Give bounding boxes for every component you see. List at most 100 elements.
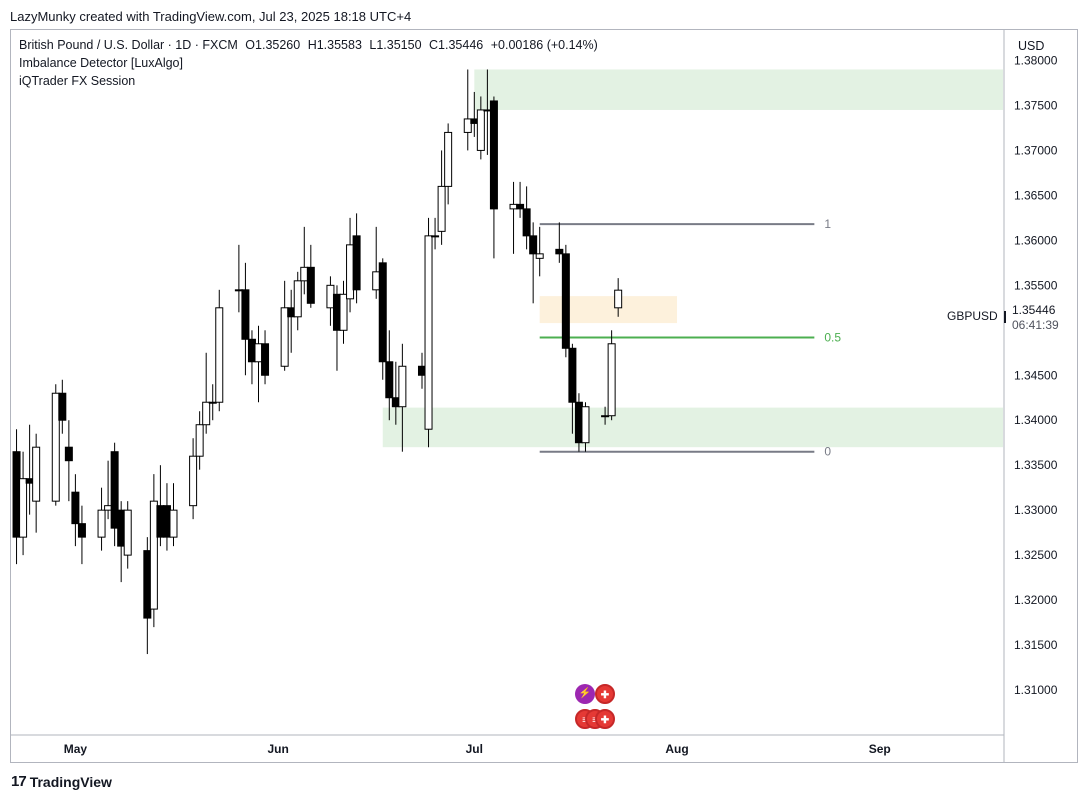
candle[interactable] xyxy=(463,69,472,151)
candle[interactable] xyxy=(58,379,67,434)
candle[interactable] xyxy=(385,330,394,421)
candle[interactable] xyxy=(189,438,198,520)
indicator-imbalance-detector[interactable]: Imbalance Detector [LuxAlgo] xyxy=(19,56,183,70)
candle[interactable] xyxy=(516,181,525,218)
candle-body xyxy=(51,392,60,502)
order_block-zone[interactable] xyxy=(539,296,678,324)
candle[interactable] xyxy=(169,483,178,547)
candle[interactable] xyxy=(202,352,211,434)
candle-body xyxy=(522,208,531,237)
candle-body xyxy=(162,505,171,538)
candle[interactable] xyxy=(208,384,217,421)
candle-body xyxy=(117,509,126,547)
candle[interactable] xyxy=(123,501,132,569)
candle[interactable] xyxy=(372,226,381,299)
candle[interactable] xyxy=(535,226,544,277)
candle[interactable] xyxy=(143,537,152,655)
candle[interactable] xyxy=(509,181,518,254)
candle[interactable] xyxy=(431,217,440,250)
candle-body xyxy=(71,491,80,525)
candle-body xyxy=(104,505,113,511)
candle[interactable] xyxy=(489,96,498,259)
candle[interactable] xyxy=(287,289,296,353)
candle[interactable] xyxy=(568,343,577,434)
candle[interactable] xyxy=(614,278,623,317)
candle[interactable] xyxy=(104,460,113,520)
candle-body xyxy=(607,343,616,417)
candle[interactable] xyxy=(117,501,126,583)
candle[interactable] xyxy=(398,343,407,452)
candle[interactable] xyxy=(561,244,570,358)
tradingview-brand[interactable]: 17 TradingView xyxy=(11,773,112,790)
candle[interactable] xyxy=(25,424,34,515)
candle[interactable] xyxy=(12,429,21,565)
bar-countdown: 06:41:39 xyxy=(1012,318,1059,332)
candle[interactable] xyxy=(241,262,250,376)
candle-body xyxy=(463,118,472,133)
candle[interactable] xyxy=(156,465,165,547)
candle[interactable] xyxy=(19,451,28,556)
candle-body xyxy=(516,203,525,210)
lightning-event-icon[interactable]: ⚡ xyxy=(575,684,595,704)
candle[interactable] xyxy=(522,186,531,250)
candle[interactable] xyxy=(300,226,309,295)
candle[interactable] xyxy=(326,276,335,326)
legend-symbol[interactable]: British Pound / U.S. Dollar · 1D · FXCM xyxy=(19,38,238,52)
candle[interactable] xyxy=(332,285,341,371)
candle[interactable] xyxy=(306,244,315,308)
candle-body xyxy=(391,397,400,408)
candle[interactable] xyxy=(574,393,583,452)
candle-body xyxy=(378,262,387,363)
y-tick-label: 1.38000 xyxy=(1014,53,1058,67)
candle[interactable] xyxy=(234,244,243,313)
candle-body xyxy=(339,293,348,331)
demand-zone[interactable] xyxy=(382,407,1003,448)
candle-body xyxy=(437,185,446,232)
candle[interactable] xyxy=(162,483,171,551)
candle[interactable] xyxy=(529,222,538,304)
candle[interactable] xyxy=(346,217,355,313)
candle[interactable] xyxy=(581,402,590,452)
candle[interactable] xyxy=(424,217,433,448)
candle[interactable] xyxy=(378,258,387,380)
candle[interactable] xyxy=(254,325,263,403)
candle[interactable] xyxy=(417,352,426,389)
candle[interactable] xyxy=(555,222,564,263)
uk-flag-icon-2[interactable]: ✚ xyxy=(595,709,615,729)
candle[interactable] xyxy=(195,411,204,470)
uk-flag-icon[interactable]: ✚ xyxy=(595,684,615,704)
candle-body xyxy=(509,203,518,210)
candle[interactable] xyxy=(64,420,73,502)
candle-body xyxy=(300,266,309,282)
currency-label[interactable]: USD xyxy=(1018,39,1045,53)
candle[interactable] xyxy=(97,487,106,551)
economic-events[interactable]: ⚡ ✚ ≡ ≡ ✚ xyxy=(574,683,618,731)
candle[interactable] xyxy=(77,505,86,565)
candle[interactable] xyxy=(607,330,616,421)
candle-body xyxy=(372,271,381,291)
candle[interactable] xyxy=(280,280,289,371)
candle[interactable] xyxy=(444,123,453,205)
y-tick-label: 1.35500 xyxy=(1014,278,1058,292)
supply-zone[interactable] xyxy=(474,69,1004,110)
chart-frame xyxy=(10,29,1078,763)
candle[interactable] xyxy=(215,289,224,412)
candle[interactable] xyxy=(32,433,41,533)
candle[interactable] xyxy=(476,96,485,160)
indicator-fx-session[interactable]: iQTrader FX Session xyxy=(19,74,136,88)
candle[interactable] xyxy=(261,330,270,385)
candle[interactable] xyxy=(339,280,348,344)
candle[interactable] xyxy=(293,271,302,331)
candle-body xyxy=(398,365,407,408)
candle[interactable] xyxy=(149,474,158,628)
candle[interactable] xyxy=(247,330,256,385)
candle[interactable] xyxy=(110,442,119,547)
candle[interactable] xyxy=(71,474,80,547)
x-tick-label: May xyxy=(64,742,88,756)
candle-body xyxy=(64,446,73,462)
candle[interactable] xyxy=(437,150,446,245)
candle[interactable] xyxy=(352,213,361,304)
candle-body xyxy=(123,509,132,556)
candle[interactable] xyxy=(51,384,60,506)
